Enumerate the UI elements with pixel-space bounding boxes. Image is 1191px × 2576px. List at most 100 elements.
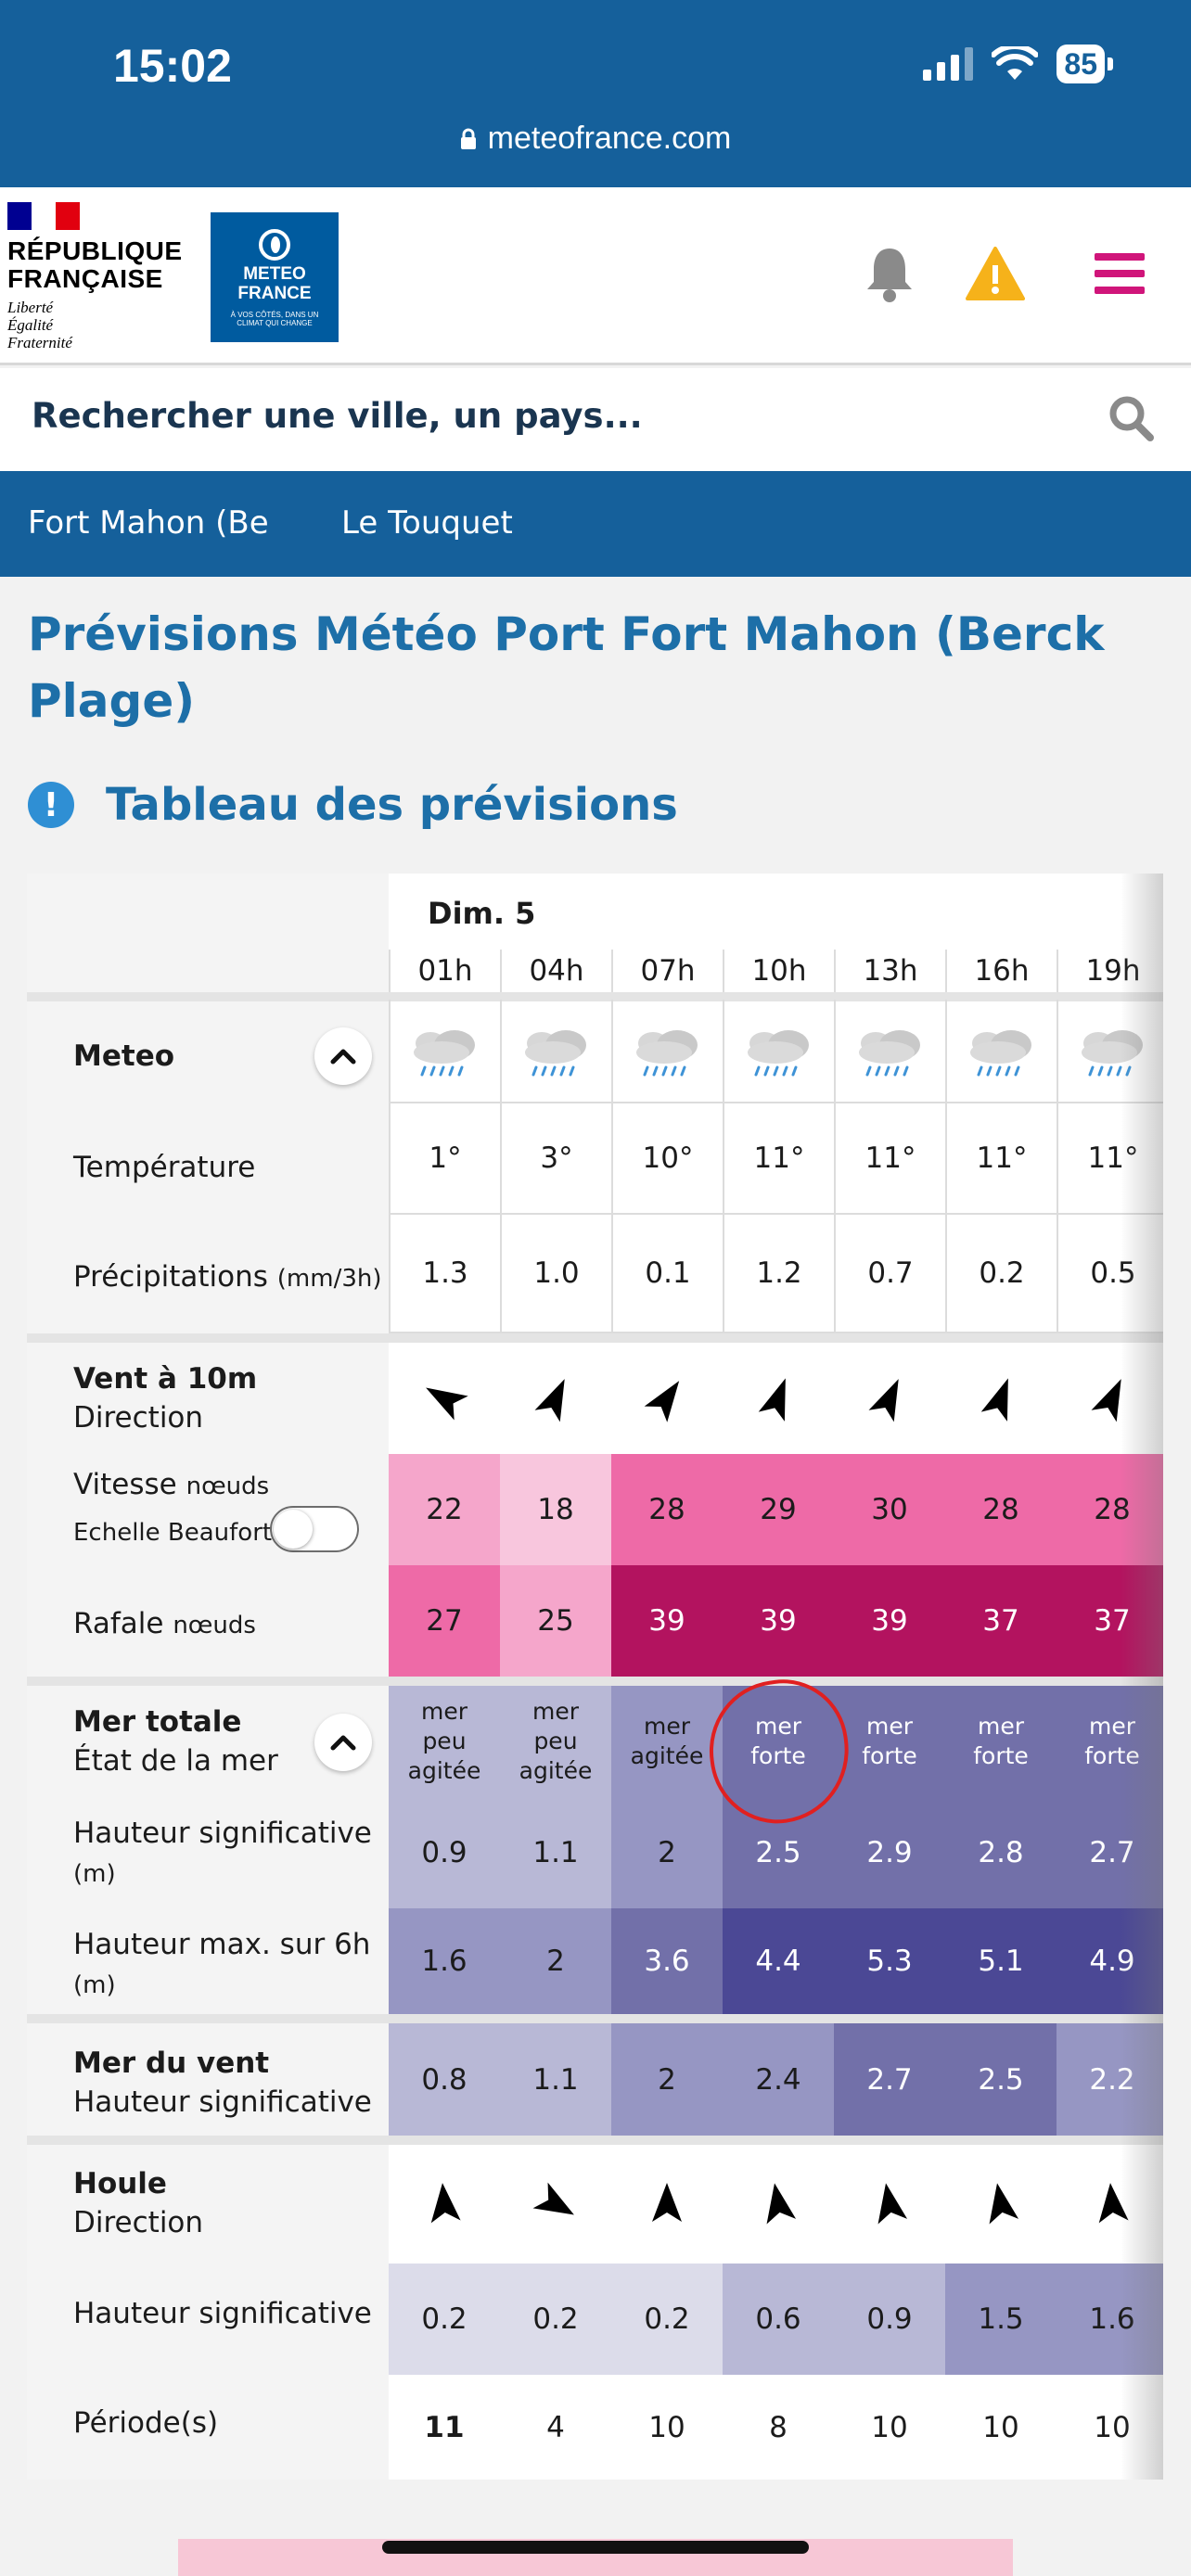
sea-sig-height-cell: 2 [611, 1797, 723, 1908]
logo-name: METEO FRANCE [237, 264, 312, 303]
label-wind-sea: Mer du vent Hauteur significative [73, 2047, 372, 2119]
wind-sea-height-cell: 2.5 [945, 2023, 1057, 2136]
wind-speed-cell: 22 [389, 1454, 500, 1565]
wind-speed-cell: 28 [1057, 1454, 1163, 1565]
hour-label: 19h [1057, 950, 1163, 992]
swell-period-cell: 10 [982, 2410, 1019, 2444]
swell-height-cell: 0.9 [834, 2264, 945, 2375]
home-indicator [382, 2541, 809, 2554]
wind-speed-cell: 30 [834, 1454, 945, 1565]
temperature-cell: 11° [834, 1103, 945, 1215]
url-text: meteofrance.com [487, 121, 732, 156]
wind-sea-height-cell: 1.1 [500, 2023, 611, 2136]
swell-height-cell: 0.2 [389, 2264, 500, 2375]
hour-label: 13h [834, 950, 945, 992]
nav-item-le-touquet[interactable]: Le Touquet [341, 504, 513, 542]
collapse-sea-button[interactable] [314, 1714, 372, 1771]
wind-arrow-icon [723, 1343, 834, 1454]
sea-state-cell: mer forte [834, 1686, 945, 1797]
hour-label: 04h [500, 950, 611, 992]
wind-gust-cell: 39 [611, 1565, 723, 1677]
sea-state-cell: mer peu agitée [389, 1686, 500, 1797]
sea-state-word: peu [533, 1728, 578, 1754]
label-swell-period: Période(s) [73, 2406, 219, 2440]
swell-arrow-icon [834, 2145, 945, 2264]
warning-icon[interactable] [965, 243, 1026, 304]
rain-cloud-icon [834, 1000, 945, 1103]
swell-period-cell: 4 [546, 2410, 565, 2444]
republique-francaise-logo[interactable]: RÉPUBLIQUE FRANÇAISE Liberté Égalité Fra… [7, 202, 184, 351]
wind-gust-cell: 39 [723, 1565, 834, 1677]
sea-state-word: mer [531, 1698, 579, 1725]
wind-speed-cell: 28 [945, 1454, 1057, 1565]
label-beaufort: Echelle Beaufort [73, 1519, 273, 1547]
sea-max-height-cell: 3.6 [611, 1908, 723, 2014]
wind-sea-height-cell: 0.8 [389, 2023, 500, 2136]
sea-state-word: agitée [519, 1757, 593, 1784]
precipitation-cell: 1.0 [500, 1215, 611, 1333]
rain-cloud-icon [611, 1000, 723, 1103]
status-time: 15:02 [113, 40, 232, 92]
wind-gust-cell: 37 [1057, 1565, 1163, 1677]
sea-state-word: peu [422, 1728, 467, 1754]
swell-arrow-icon [500, 2145, 611, 2264]
precipitation-cell: 0.1 [611, 1215, 723, 1333]
section-title: ! Tableau des prévisions [28, 779, 678, 831]
wind-sea-height-cell: 2.2 [1057, 2023, 1163, 2136]
signal-icon [923, 47, 974, 81]
label-sea-total: Mer totale État de la mer [73, 1705, 278, 1778]
swell-arrow-icon [945, 2145, 1057, 2264]
sea-state-word: mer [1088, 1713, 1135, 1740]
meteo-france-logo[interactable]: METEO FRANCE À VOS CÔTÉS, DANS UN CLIMAT… [211, 212, 339, 342]
sea-state-word: forte [1084, 1742, 1140, 1769]
info-icon[interactable]: ! [28, 782, 74, 828]
nav-item-fort-mahon[interactable]: Fort Mahon (Be [28, 504, 269, 542]
wind-sea-height-cell: 2.4 [723, 2023, 834, 2136]
rain-cloud-icon [1057, 1000, 1163, 1103]
sea-state-word: forte [750, 1742, 806, 1769]
sea-max-height-cell: 5.1 [945, 1908, 1057, 2014]
swell-period-cell: 10 [1094, 2410, 1131, 2444]
swell-height-cell: 0.2 [611, 2264, 723, 2375]
menu-icon[interactable] [1089, 243, 1150, 304]
wind-sea-height-cell: 2 [611, 2023, 723, 2136]
wind-arrow-icon [611, 1343, 723, 1454]
label-gust: Rafale nœuds [73, 1607, 256, 1640]
swell-height-cell: 0.6 [723, 2264, 834, 2375]
wind-arrow-icon [834, 1343, 945, 1454]
hour-label: 07h [611, 950, 723, 992]
collapse-meteo-button[interactable] [314, 1027, 372, 1085]
label-wind-speed: Vitesse nœuds [73, 1468, 270, 1501]
french-flag-icon [7, 202, 80, 230]
temperature-cell: 3° [500, 1103, 611, 1215]
sea-state-cell: mer peu agitée [500, 1686, 611, 1797]
wind-arrow-icon [1057, 1343, 1163, 1454]
sea-sig-height-cell: 2.8 [945, 1797, 1057, 1908]
battery-icon: 85 [1057, 45, 1113, 83]
browser-top-bar: 15:02 85 meteofrance.com [0, 0, 1191, 187]
wind-speed-cell: 28 [611, 1454, 723, 1565]
swell-height-cell: 1.5 [945, 2264, 1057, 2375]
wind-gust-cell: 37 [945, 1565, 1057, 1677]
sea-sig-height-cell: 1.1 [500, 1797, 611, 1908]
temperature-cell: 1° [389, 1103, 500, 1215]
republique-title: RÉPUBLIQUE FRANÇAISE [7, 236, 183, 293]
page-title: Prévisions Météo Port Fort Mahon (Berck … [28, 607, 1105, 728]
label-precipitations: Précipitations (mm/3h) [73, 1260, 382, 1294]
wind-arrow-icon [389, 1343, 500, 1454]
wind-speed-cell: 18 [500, 1454, 611, 1565]
search-input[interactable]: Rechercher une ville, un pays... [32, 396, 643, 436]
search-icon[interactable] [1108, 394, 1154, 446]
hour-label: 16h [945, 950, 1057, 992]
temperature-cell: 11° [945, 1103, 1057, 1215]
bell-icon[interactable] [859, 243, 920, 304]
beaufort-toggle[interactable] [270, 1506, 359, 1552]
lock-icon [460, 122, 477, 159]
precipitation-cell: 0.5 [1057, 1215, 1163, 1333]
sea-max-height-cell: 2 [500, 1908, 611, 2014]
search-bar[interactable]: Rechercher une ville, un pays... [0, 368, 1191, 471]
rain-cloud-icon [389, 1000, 500, 1103]
swell-height-cell: 0.2 [500, 2264, 611, 2375]
sea-sig-height-cell: 2.5 [723, 1797, 834, 1908]
url-bar[interactable]: meteofrance.com [0, 121, 1191, 159]
